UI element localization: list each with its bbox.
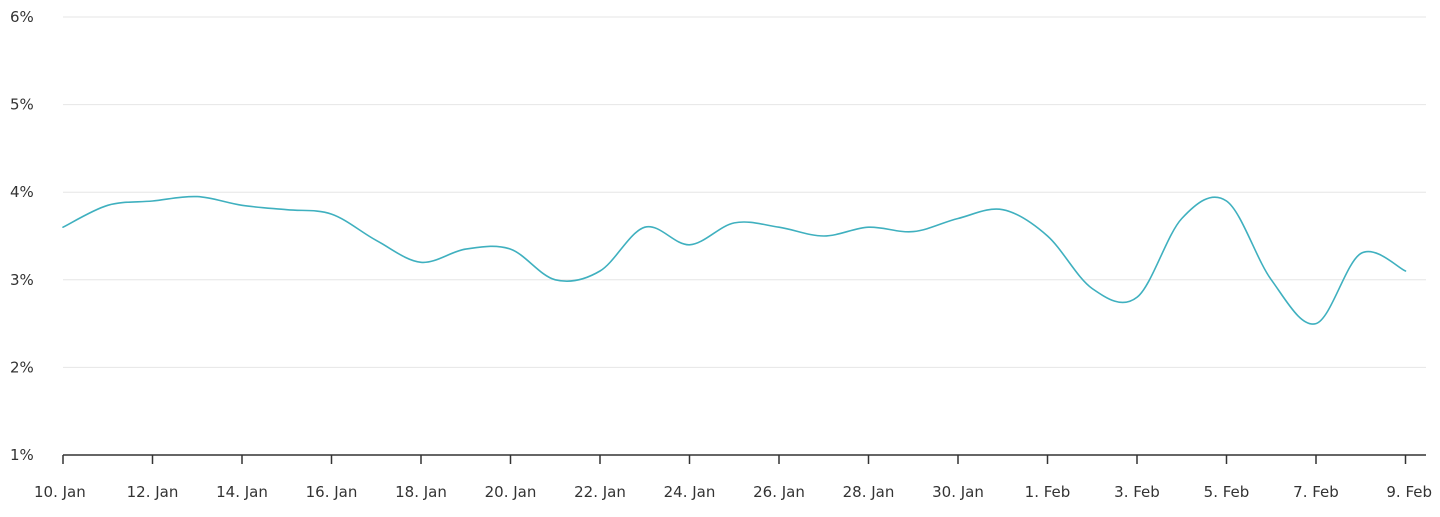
y-tick-label: 6% bbox=[10, 8, 34, 26]
x-axis: 10. Jan 12. Jan 14. Jan 16. Jan 18. Jan 20. J… bbox=[34, 454, 1432, 501]
series-layer bbox=[62, 195, 1407, 325]
x-tick-label: 26. Jan bbox=[753, 483, 805, 501]
x-tick-label: 9. Feb bbox=[1386, 483, 1432, 501]
x-tick-label: 20. Jan bbox=[485, 483, 537, 501]
x-tick-label: 5. Feb bbox=[1204, 483, 1250, 501]
y-tick-label: 5% bbox=[10, 96, 34, 114]
x-tick-label: 3. Feb bbox=[1114, 483, 1160, 501]
x-tick-label: 12. Jan bbox=[127, 483, 179, 501]
x-tick-label: 14. Jan bbox=[216, 483, 268, 501]
x-tick-label: 16. Jan bbox=[306, 483, 358, 501]
x-tick-label: 22. Jan bbox=[574, 483, 626, 501]
x-tick-label: 18. Jan bbox=[395, 483, 447, 501]
grid-lines bbox=[63, 16, 1426, 368]
x-tick-label: 10. Jan bbox=[34, 483, 86, 501]
y-axis-labels: 1% 2% 3% 4% 5% 6% bbox=[10, 8, 34, 464]
y-tick-label: 4% bbox=[10, 183, 34, 201]
y-tick-label: 2% bbox=[10, 358, 34, 376]
x-tick-label: 24. Jan bbox=[664, 483, 716, 501]
x-tick-label: 7. Feb bbox=[1293, 483, 1339, 501]
x-tick-label: 28. Jan bbox=[843, 483, 895, 501]
y-tick-label: 3% bbox=[10, 271, 34, 289]
x-tick-label: 1. Feb bbox=[1025, 483, 1071, 501]
x-tick-label: 30. Jan bbox=[932, 483, 984, 501]
y-tick-label: 1% bbox=[10, 446, 34, 464]
series-line bbox=[62, 195, 1407, 325]
